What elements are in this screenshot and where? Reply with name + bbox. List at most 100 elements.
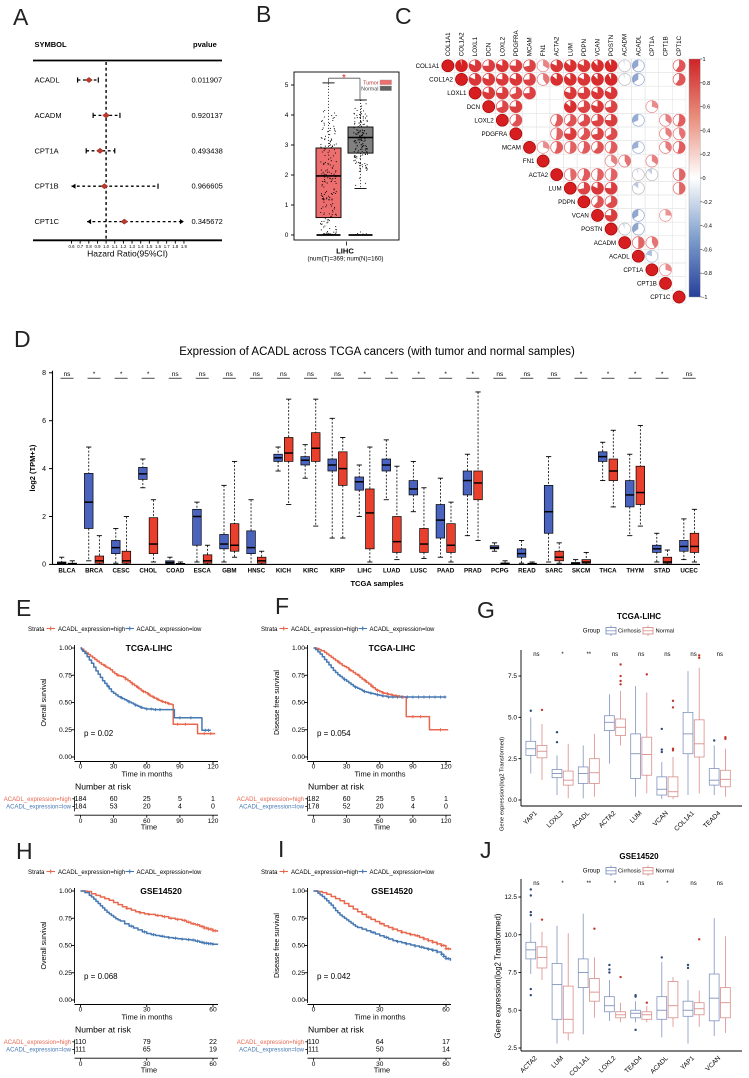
svg-text:*: * [93,371,96,378]
svg-text:Number at risk: Number at risk [308,781,365,791]
svg-text:0.6: 0.6 [69,244,76,249]
svg-text:Time in months: Time in months [122,770,173,779]
svg-text:*: * [472,371,475,378]
svg-text:ACADL_expression=low: ACADL_expression=low [137,627,203,633]
svg-text:PDPN: PDPN [581,39,588,56]
svg-text:60: 60 [343,796,351,803]
svg-text:VCAN: VCAN [572,213,589,220]
svg-text:FN1: FN1 [523,158,535,165]
svg-text:CHOL: CHOL [139,568,157,575]
svg-text:BLCA: BLCA [58,568,76,575]
svg-text:1.1: 1.1 [112,244,119,249]
svg-text:CPT1C: CPT1C [35,217,60,226]
svg-text:Time in months: Time in months [355,770,406,779]
svg-text:p = 0.068: p = 0.068 [84,972,118,981]
svg-text:PCPG: PCPG [491,568,509,575]
svg-text:*: * [666,881,669,887]
svg-text:0.00: 0.00 [59,754,72,761]
svg-text:0.50: 0.50 [292,943,305,950]
svg-text:ACADL_expression=high: ACADL_expression=high [58,870,125,876]
svg-text:Time: Time [374,823,390,832]
svg-text:60: 60 [209,1007,217,1014]
svg-text:110: 110 [308,1039,319,1046]
svg-text:*: * [580,371,583,378]
svg-text:(num(T)=369; num(N)=160): (num(T)=369; num(N)=160) [308,256,384,263]
svg-text:ACADL_expression=low: ACADL_expression=low [6,805,72,811]
svg-text:184: 184 [75,804,87,811]
svg-text:ACADM: ACADM [622,34,629,56]
svg-text:0.75: 0.75 [292,673,305,680]
svg-text:Group: Group [583,628,601,635]
svg-text:TCGA-LIHC: TCGA-LIHC [369,643,416,653]
svg-text:Normal: Normal [361,87,378,93]
svg-text:LUM: LUM [567,43,574,56]
svg-text:0.50: 0.50 [59,943,72,950]
svg-text:5: 5 [285,82,289,89]
svg-text:110: 110 [75,1039,86,1046]
svg-text:THCA: THCA [599,568,617,575]
svg-text:LUSC: LUSC [410,568,427,575]
svg-text:ns: ns [334,371,342,378]
svg-text:THYM: THYM [626,568,644,575]
svg-text:I: I [278,836,284,862]
svg-text:SYMBOL: SYMBOL [35,40,68,49]
svg-text:COL1A2: COL1A2 [429,77,453,84]
svg-text:8: 8 [42,370,46,377]
svg-text:LUM: LUM [549,185,562,192]
svg-text:1.7: 1.7 [164,244,171,249]
svg-text:Expression of ACADL across TCG: Expression of ACADL across TCGA cancers … [179,346,575,358]
svg-text:ACADL_expression=high: ACADL_expression=high [58,627,125,633]
svg-text:0: 0 [42,562,46,569]
svg-text:ns: ns [533,652,539,658]
svg-text:0: 0 [444,804,448,811]
svg-text:0: 0 [312,1061,316,1068]
svg-text:ns: ns [523,371,531,378]
svg-text:ns: ns [690,881,696,887]
svg-text:0: 0 [285,232,289,239]
svg-text:TCGA-LIHC: TCGA-LIHC [126,643,173,653]
svg-text:GSE14520: GSE14520 [371,886,413,896]
svg-text:ACADL: ACADL [609,253,630,260]
svg-text:*: * [342,73,346,84]
svg-text:FN1: FN1 [540,44,547,56]
svg-text:0.25: 0.25 [292,970,305,977]
svg-text:LIHC: LIHC [357,568,372,575]
svg-text:E: E [16,595,31,621]
svg-text:0.493438: 0.493438 [192,146,223,155]
svg-text:ns: ns [496,371,504,378]
svg-text:30: 30 [110,764,118,771]
svg-text:ns: ns [253,371,261,378]
svg-text:ACTA2: ACTA2 [554,36,561,56]
svg-text:Normal: Normal [656,869,675,875]
svg-text:90: 90 [176,764,184,771]
svg-text:2.5: 2.5 [508,1045,517,1052]
svg-text:*: * [390,371,393,378]
svg-text:0.75: 0.75 [292,916,305,923]
svg-text:0.0: 0.0 [508,797,517,804]
svg-text:CPT1C: CPT1C [676,35,683,56]
svg-text:p = 0.042: p = 0.042 [317,972,351,981]
svg-text:0: 0 [312,1007,316,1014]
svg-text:90: 90 [409,764,417,771]
svg-text:*: * [614,881,617,887]
svg-text:1: 1 [211,796,215,803]
svg-text:**: ** [586,652,591,658]
svg-text:Gene expression(log2 Transform: Gene expression(log2 Transformed) [500,737,506,831]
svg-text:Disease free survival: Disease free survival [274,670,281,735]
svg-text:Time in months: Time in months [122,1013,173,1022]
svg-text:LIHC: LIHC [336,247,354,256]
svg-text:BRCA: BRCA [85,568,103,575]
svg-text:-0.4: -0.4 [703,224,712,230]
svg-text:0.8: 0.8 [86,244,93,249]
svg-text:1.00: 1.00 [59,888,72,895]
svg-text:Gene expression(log2 Transform: Gene expression(log2 Transformed) [494,913,503,1038]
svg-text:*: * [444,371,447,378]
svg-text:CPT1A: CPT1A [649,35,656,56]
svg-text:ACADL_expression=high: ACADL_expression=high [237,797,304,803]
svg-text:*: * [561,652,564,658]
svg-text:7.5: 7.5 [508,673,517,680]
svg-text:KICH: KICH [276,568,292,575]
svg-text:ACADL_expression=high: ACADL_expression=high [291,627,358,633]
svg-text:p = 0.02: p = 0.02 [84,729,114,738]
svg-text:D: D [14,326,31,352]
